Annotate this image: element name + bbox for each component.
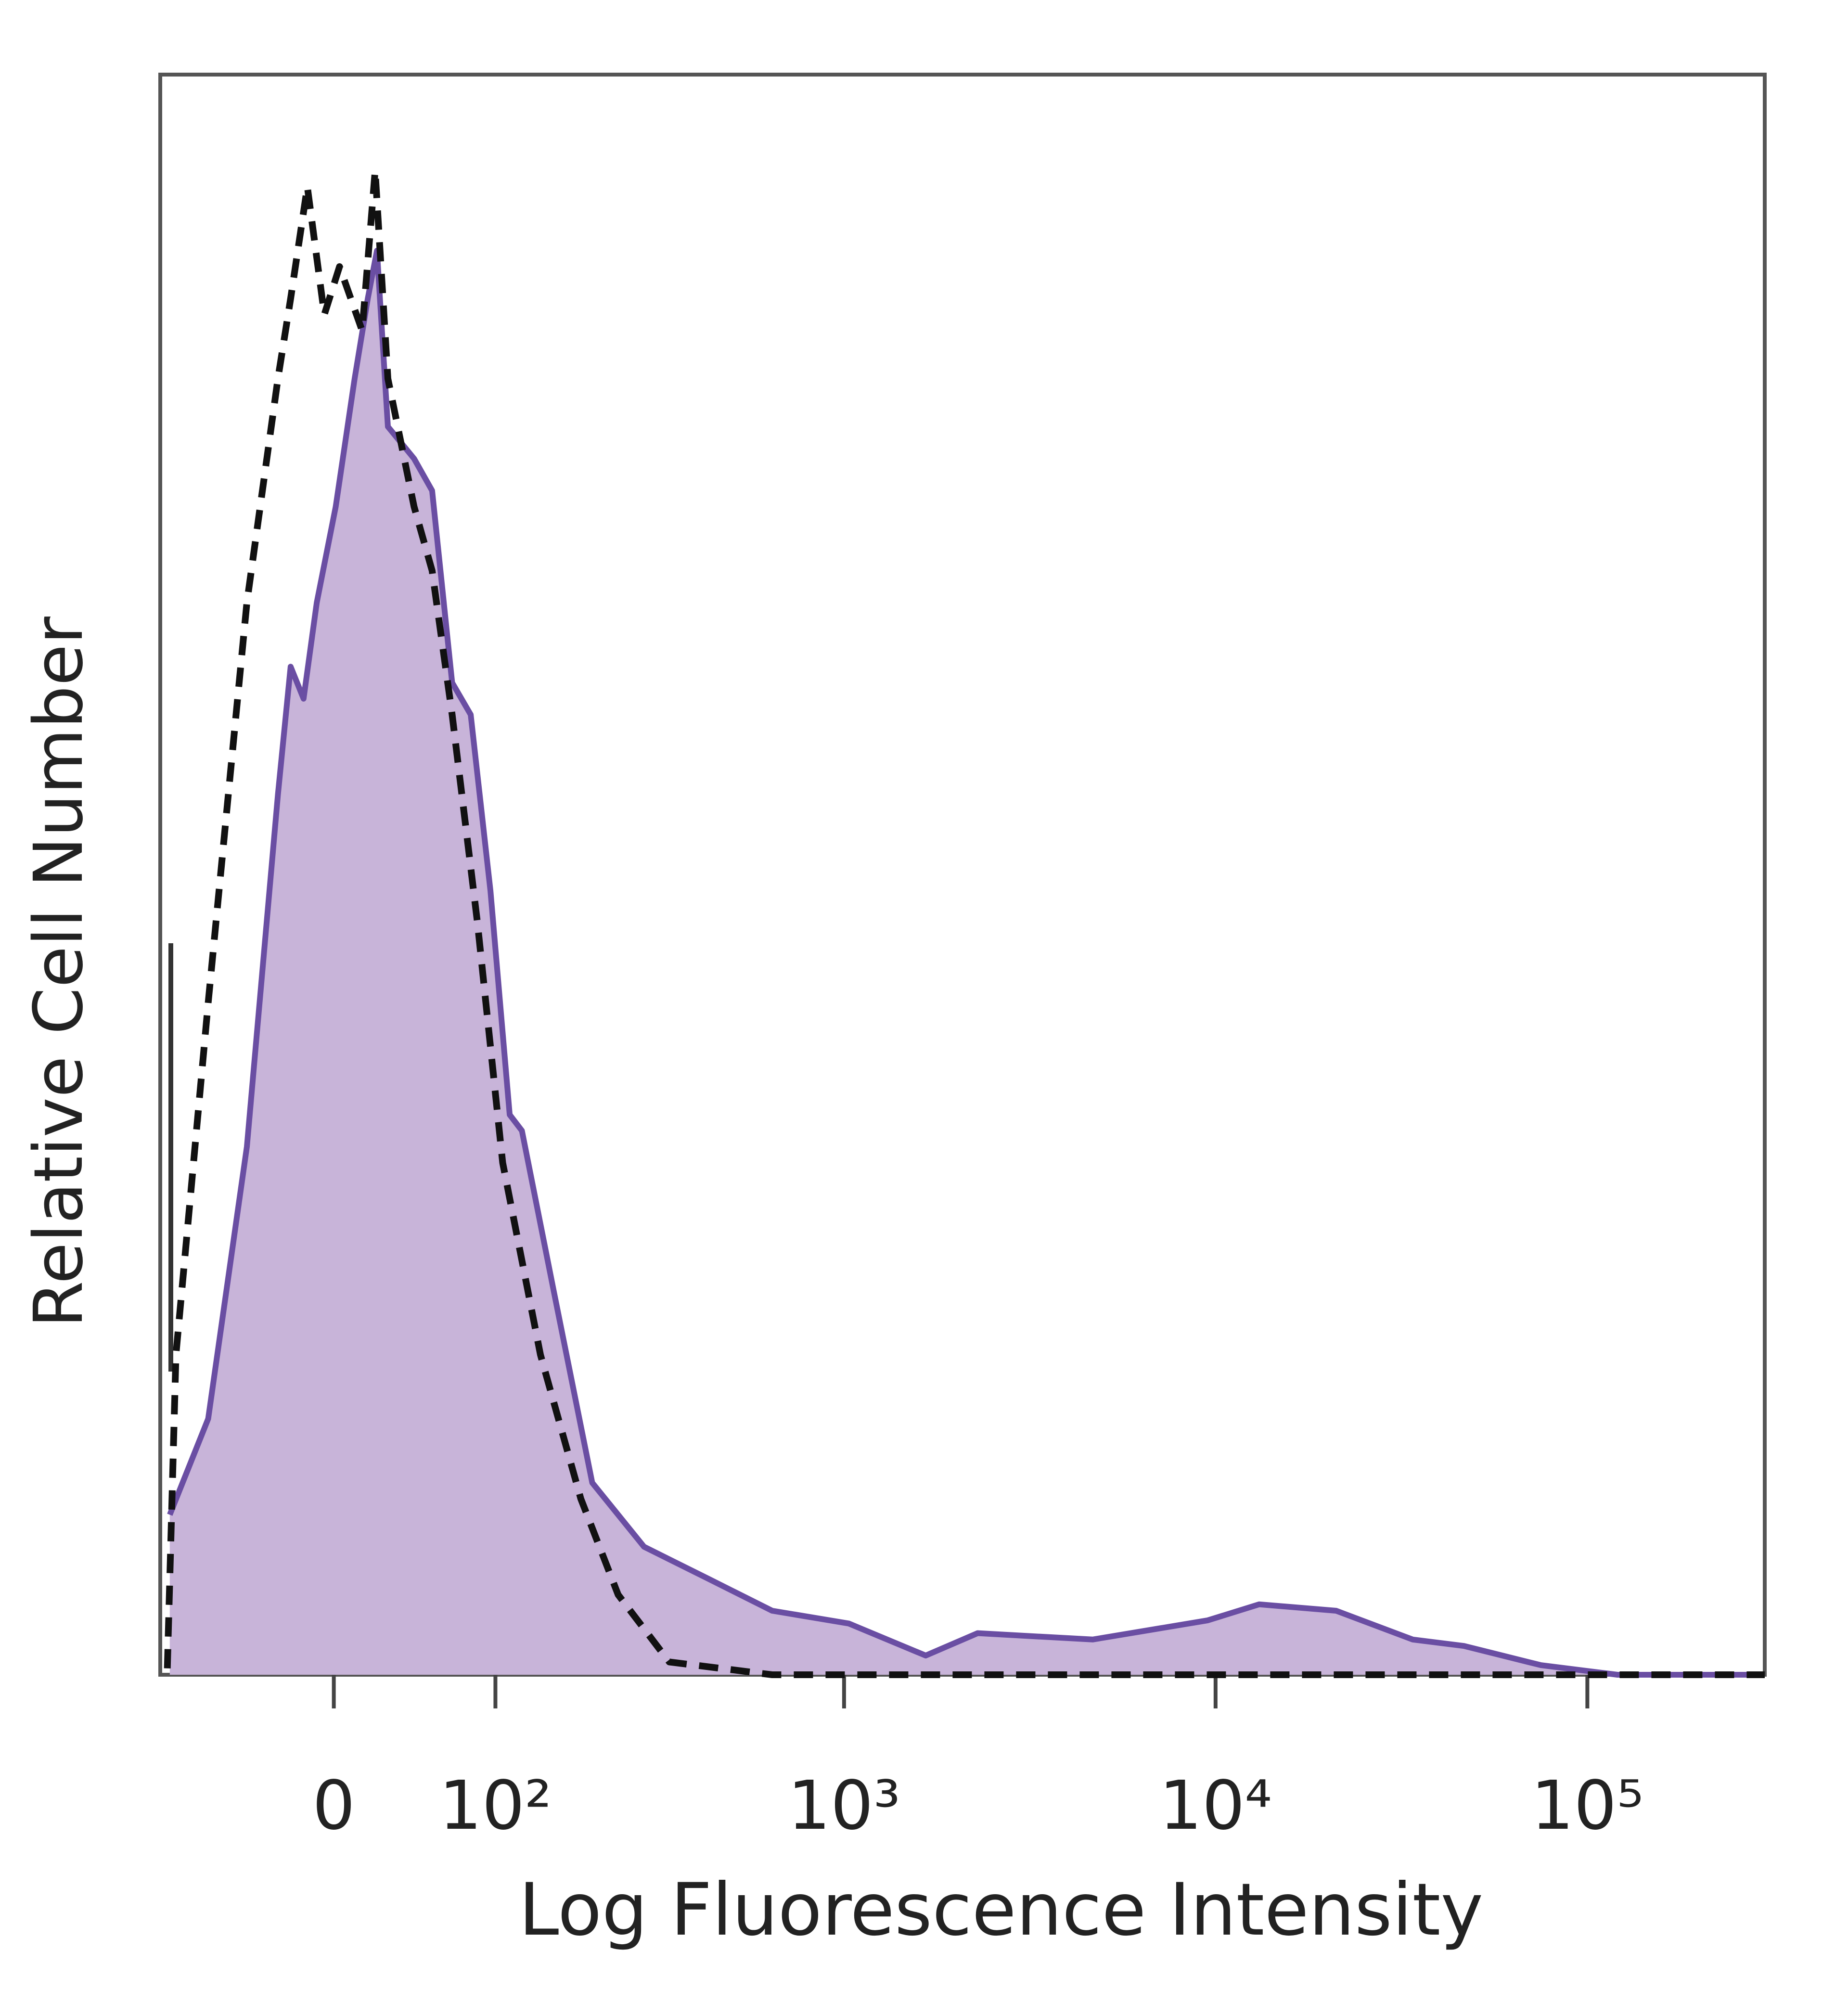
control-histogram-line xyxy=(164,167,1765,1678)
x-tick-label: 10⁴ xyxy=(1159,1767,1272,1845)
histogram-line xyxy=(167,247,1765,1678)
x-tick-label: 0 xyxy=(312,1767,355,1845)
histogram-area xyxy=(169,250,1765,1675)
x-tick-label: 10³ xyxy=(788,1767,900,1845)
x-tick-label: 10² xyxy=(439,1767,552,1845)
x-tick-label: 10⁵ xyxy=(1531,1767,1643,1845)
y-axis-label: Relative Cell Number xyxy=(20,616,98,1328)
x-axis-label: Log Fluorescence Intensity xyxy=(519,1868,1483,1952)
